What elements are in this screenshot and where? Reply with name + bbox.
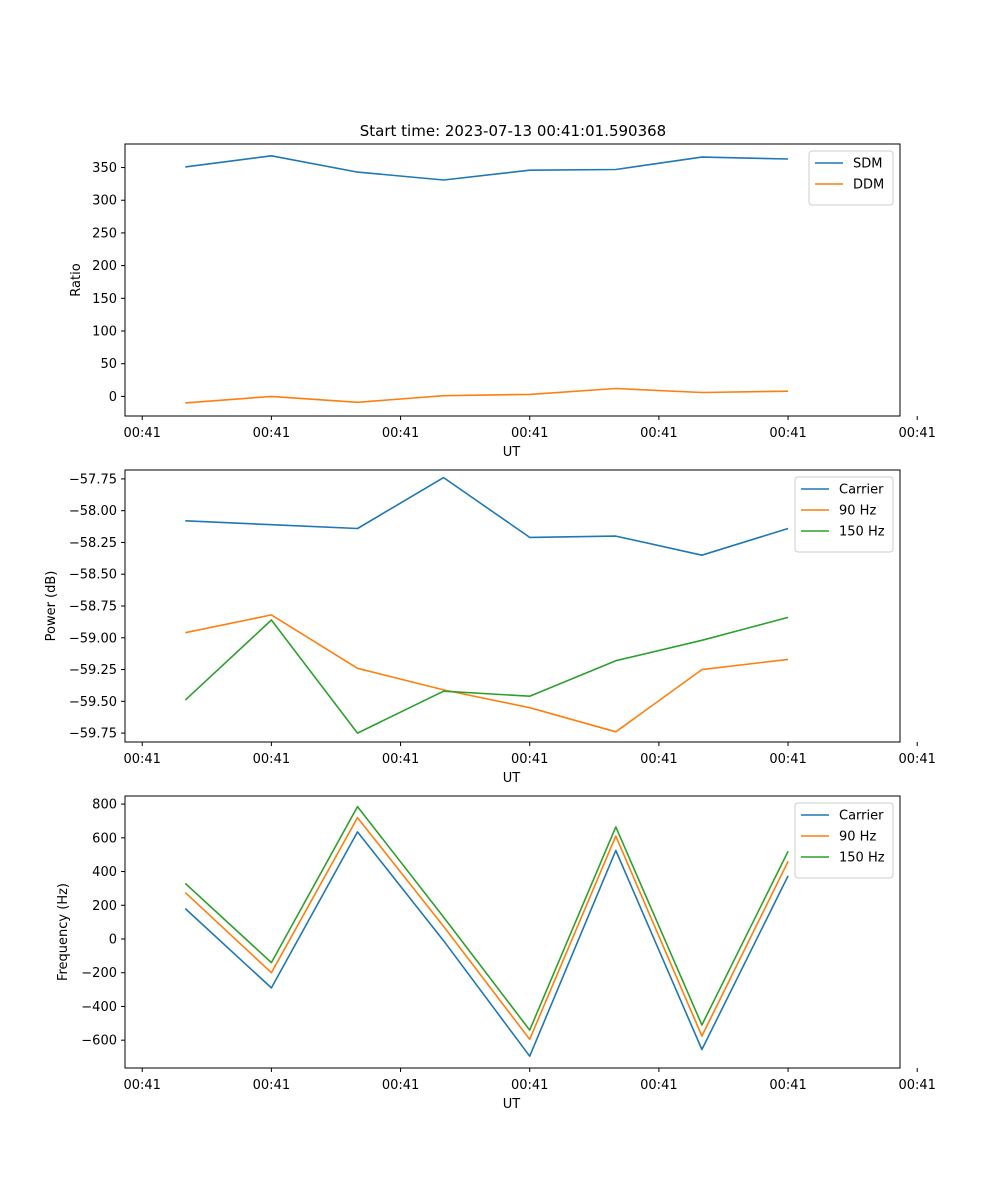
frequency-y-tick-label: 200 <box>92 899 117 914</box>
figure-title: Start time: 2023-07-13 00:41:01.590368 <box>360 122 666 140</box>
power-legend-label-90-hz: 90 Hz <box>839 504 876 519</box>
frequency-legend-label-90-hz: 90 Hz <box>839 830 876 845</box>
ratio-x-tick-label: 00:41 <box>898 426 935 441</box>
ratio-y-tick-label: 100 <box>92 325 117 340</box>
ratio-legend-label-ddm: DDM <box>853 178 884 193</box>
frequency-x-tick-label: 00:41 <box>640 1078 677 1093</box>
ratio-axes-frame <box>124 143 901 417</box>
frequency-series-150-hz-line <box>184 805 789 1031</box>
power-legend: Carrier 90 Hz 150 Hz <box>794 476 894 553</box>
ratio-legend-frame <box>808 150 894 206</box>
power-series-carrier-line <box>185 476 789 557</box>
ratio-panel: 00:41 00:41 00:41 00:41 00:41 00:41 00:41 0 50 10… <box>69 143 936 460</box>
power-legend-label-carrier: Carrier <box>839 483 884 498</box>
power-y-tick-label: −58.00 <box>69 504 117 519</box>
frequency-legend: Carrier 90 Hz 150 Hz <box>794 802 894 879</box>
frequency-x-tick-label: 00:41 <box>769 1078 806 1093</box>
frequency-legend-frame <box>794 802 894 879</box>
ratio-x-tick-label: 00:41 <box>769 426 806 441</box>
ratio-x-axis-label: UT <box>503 445 521 460</box>
power-y-tick-label: −59.75 <box>69 727 117 742</box>
ratio-y-tick-label: 50 <box>100 357 117 372</box>
power-y-tick-label: −59.50 <box>69 695 117 710</box>
frequency-y-tick-label: 800 <box>92 798 117 813</box>
power-series-90-hz-line <box>185 614 789 733</box>
power-x-tick-label: 00:41 <box>253 752 290 767</box>
frequency-x-tick-label: 00:41 <box>123 1078 160 1093</box>
frequency-y-tick-label: 0 <box>109 932 117 947</box>
ratio-x-tick-label: 00:41 <box>123 426 160 441</box>
ratio-series-sdm-line <box>185 155 789 181</box>
frequency-y-tick-label: −600 <box>81 1034 117 1049</box>
power-legend-label-150-hz: 150 Hz <box>839 525 885 540</box>
ratio-y-axis-label: Ratio <box>69 263 84 296</box>
frequency-x-tick-label: 00:41 <box>253 1078 290 1093</box>
ratio-x-tick-label: 00:41 <box>511 426 548 441</box>
ratio-x-tick-label: 00:41 <box>253 426 290 441</box>
power-y-tick-label: −58.50 <box>69 568 117 583</box>
ratio-x-tick-label: 00:41 <box>640 426 677 441</box>
power-panel: 00:41 00:41 00:41 00:41 00:41 00:41 00:41 −59.7… <box>44 469 936 786</box>
frequency-x-tick-label: 00:41 <box>511 1078 548 1093</box>
power-x-tick-label: 00:41 <box>769 752 806 767</box>
ratio-x-tick-label: 00:41 <box>382 426 419 441</box>
ratio-y-tick-label: 150 <box>92 292 117 307</box>
ratio-y-tick-label: 200 <box>92 259 117 274</box>
power-x-axis-label: UT <box>503 771 521 786</box>
frequency-axes-frame <box>124 795 901 1069</box>
power-y-axis-label: Power (dB) <box>44 571 59 642</box>
frequency-y-tick-label: 400 <box>92 865 117 880</box>
frequency-series-carrier-line <box>184 831 789 1057</box>
ratio-y-tick-label: 300 <box>92 194 117 209</box>
frequency-y-tick-label: −200 <box>81 966 117 981</box>
power-y-tick-label: −59.00 <box>69 631 117 646</box>
frequency-x-tick-label: 00:41 <box>898 1078 935 1093</box>
frequency-y-tick-label: −400 <box>81 1000 117 1015</box>
ratio-legend: SDM DDM <box>808 150 894 206</box>
frequency-x-tick-label: 00:41 <box>382 1078 419 1093</box>
power-legend-frame <box>794 476 894 553</box>
frequency-x-axis-label: UT <box>503 1097 521 1112</box>
power-x-tick-label: 00:41 <box>382 752 419 767</box>
ratio-y-tick-label: 250 <box>92 226 117 241</box>
ratio-legend-label-sdm: SDM <box>853 157 882 172</box>
power-x-tick-label: 00:41 <box>640 752 677 767</box>
ratio-series-ddm-line <box>185 387 789 404</box>
power-y-tick-label: −58.25 <box>69 536 117 551</box>
frequency-panel: 00:41 00:41 00:41 00:41 00:41 00:41 00:41 −600 −… <box>56 795 936 1112</box>
ratio-y-tick-label: 350 <box>92 161 117 176</box>
power-x-tick-label: 00:41 <box>898 752 935 767</box>
frequency-legend-label-150-hz: 150 Hz <box>839 851 885 866</box>
power-y-tick-label: −59.25 <box>69 663 117 678</box>
power-y-tick-label: −58.75 <box>69 600 117 615</box>
frequency-legend-label-carrier: Carrier <box>839 809 884 824</box>
power-y-tick-label: −57.75 <box>69 472 117 487</box>
frequency-series-90-hz-line <box>184 816 789 1041</box>
power-x-tick-label: 00:41 <box>123 752 160 767</box>
power-series-150-hz-line <box>184 616 789 734</box>
frequency-y-axis-label: Frequency (Hz) <box>56 883 71 981</box>
ratio-y-tick-label: 0 <box>109 390 117 405</box>
power-x-tick-label: 00:41 <box>511 752 548 767</box>
frequency-y-tick-label: 600 <box>92 831 117 846</box>
